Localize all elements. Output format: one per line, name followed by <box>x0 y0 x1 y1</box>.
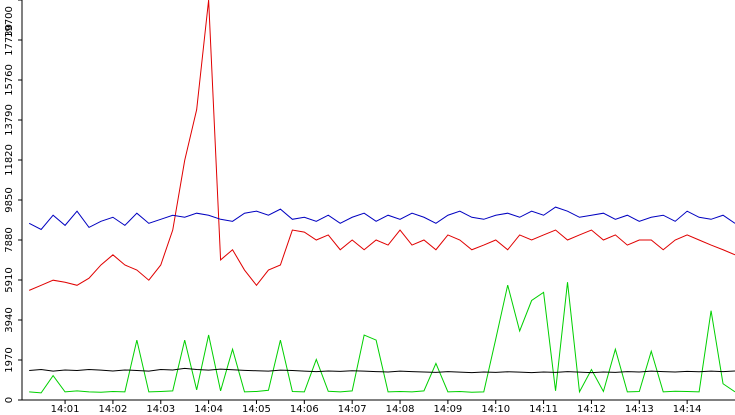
x-tick-label: 14:12 <box>577 404 606 415</box>
series-line <box>28 206 735 231</box>
y-tick-label: 0 <box>4 397 15 403</box>
x-tick-label: 14:03 <box>146 404 175 415</box>
series-line <box>29 282 735 394</box>
y-tick-label: 15760 <box>4 64 15 96</box>
x-tick-label: 14:14 <box>673 404 702 415</box>
series-line <box>29 367 735 374</box>
x-tick-label: 14:01 <box>51 404 80 415</box>
y-tick-label: 3940 <box>4 307 15 332</box>
x-tick-label: 14:11 <box>529 404 558 415</box>
y-tick-label: 13790 <box>4 104 15 136</box>
y-tick-label: 9850 <box>4 187 15 212</box>
x-tick-label: 14:04 <box>194 404 223 415</box>
series-line <box>28 0 735 291</box>
y-tick-label: 5910 <box>4 267 15 292</box>
x-tick-label: 14:02 <box>99 404 128 415</box>
y-tick-label: 1970 <box>4 347 15 372</box>
y-tick-label: 7880 <box>4 227 15 252</box>
x-tick-label: 14:09 <box>433 404 462 415</box>
y-tick-label: 19700 <box>4 6 15 38</box>
x-tick-label: 14:07 <box>338 404 367 415</box>
y-tick-label: 17730 <box>4 24 15 56</box>
y-tick-label: 11820 <box>4 144 15 176</box>
x-tick-label: 14:08 <box>386 404 415 415</box>
x-tick-label: 14:05 <box>242 404 271 415</box>
x-tick-label: 14:13 <box>625 404 654 415</box>
x-tick-label: 14:10 <box>481 404 510 415</box>
x-tick-label: 14:06 <box>290 404 319 415</box>
